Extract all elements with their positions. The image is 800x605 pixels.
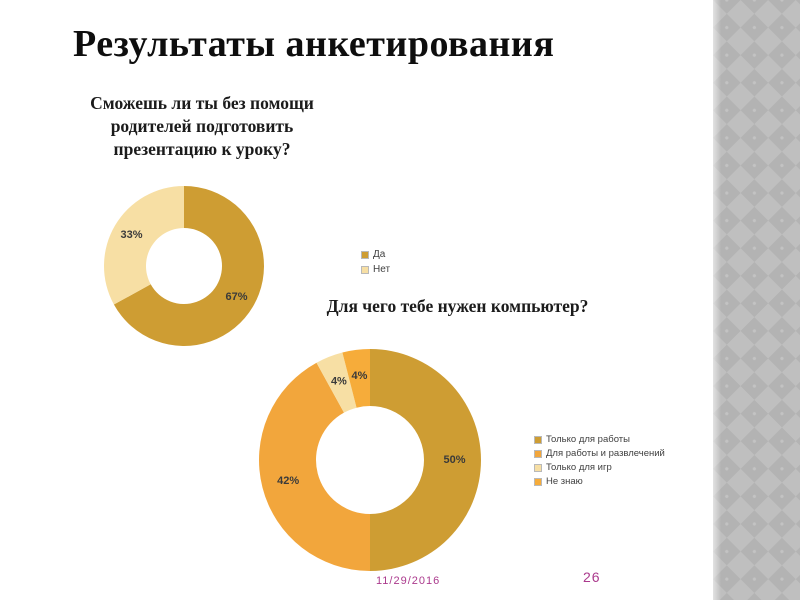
donut-slice [342,349,370,408]
donut-chart-computer-purpose: 50% 42% 4% 4% [259,349,481,571]
legend-label: Нет [373,264,391,275]
slice-label: 33% [120,229,142,241]
chart2-question: Для чего тебе нужен компьютер? [326,296,589,316]
legend-label: Только для работы [546,434,630,445]
chart2-legend: Только для работы Для работы и развлечени… [534,434,665,487]
slide-date: 11/29/2016 [376,575,441,587]
legend-item: Нет [361,264,390,275]
decorative-strip [713,0,800,600]
legend-label: Не знаю [546,476,583,487]
slice-label: 67% [225,291,247,303]
legend-swatch [534,463,542,472]
chart1-question-line1: Сможешь ли ты без помощи [90,93,314,113]
donut-slice [104,186,184,305]
legend-label: Только для игр [546,462,612,473]
diamond-pattern [713,0,800,600]
legend-swatch [534,435,542,444]
legend-item: Только для игр [534,462,665,473]
chart1-legend: Да Нет [361,249,390,275]
slice-label: 4% [331,375,347,387]
donut-chart-presentation-help: 67% 33% [104,186,264,346]
chart1-question-line3: презентацию к уроку? [113,139,291,159]
legend-swatch [361,265,369,274]
donut-slice [259,362,370,571]
donut-slice [316,352,357,413]
legend-swatch [534,449,542,458]
donut-slice [113,186,264,346]
slice-label: 4% [351,370,367,382]
page-title: Результаты анкетирования [73,23,555,65]
legend-item: Для работы и развлечений [534,448,665,459]
legend-label: Да [373,249,386,260]
legend-item: Не знаю [534,476,665,487]
slice-label: 42% [277,475,299,487]
strip-edge-highlight [713,0,721,600]
chart1-question: Сможешь ли ты без помощи родителей подго… [52,92,352,161]
legend-swatch [361,250,369,259]
chart1-question-line2: родителей подготовить [110,116,294,136]
legend-item: Только для работы [534,434,665,445]
legend-item: Да [361,249,390,260]
slide-page-number: 26 [583,569,601,585]
legend-label: Для работы и развлечений [546,448,665,459]
slice-label: 50% [443,454,465,466]
donut-slice [370,349,481,571]
legend-swatch [534,477,542,486]
